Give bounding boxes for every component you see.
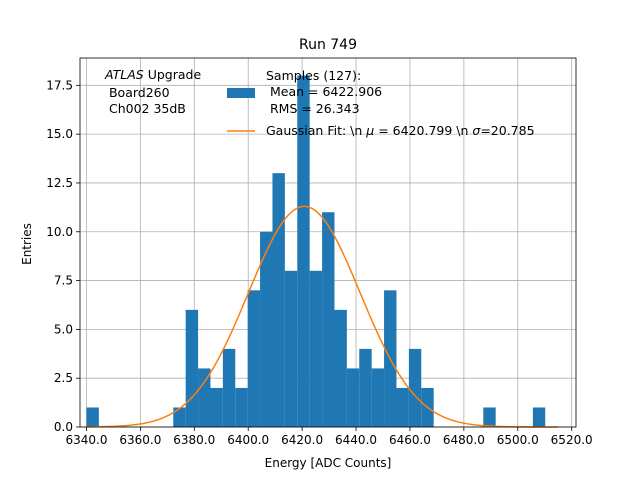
x-tick-label: 6360.0 [119,433,161,447]
y-tick-label: 7.5 [54,274,73,288]
histogram-bar [483,407,496,427]
histogram-bar [247,290,261,427]
histogram-bar [322,212,335,427]
legend-fit-sigma: σ [472,123,481,138]
plot-frame [79,57,577,428]
annotation-line-3: Ch002 35dB [105,101,186,116]
gaussian-fit-curve [86,205,558,428]
histogram-bar [334,309,347,427]
annotation-atlas: ATLAS [104,67,144,82]
histogram-bar [371,368,385,427]
y-tick-label: 15.0 [46,127,73,141]
legend-fit-mu: μ [365,123,374,138]
annotation-line-2: Board260 [105,85,170,100]
legend-fit-mid: = 6420.799 \n [374,123,472,138]
x-tick-label: 6420.0 [281,433,323,447]
legend-fit-label: Gaussian Fit: \n μ = 6420.799 \n σ=20.78… [266,123,535,138]
legend-fit-prefix: Gaussian Fit: \n [266,123,366,138]
histogram-bar [222,348,236,427]
annotation-upgrade: Upgrade [144,67,202,82]
legend: Samples (127): Mean = 6422.906 RMS = 26.… [227,68,535,138]
histogram-bar [408,348,422,427]
histogram-bar [532,407,546,427]
legend-samples-line-1: Samples (127): [266,68,361,83]
legend-samples-line-2: Mean = 6422.906 [266,84,382,99]
legend-samples-line-3: RMS = 26.343 [266,101,360,116]
histogram-bar [346,368,360,427]
histogram-bar [309,270,323,427]
histogram-bar [396,387,409,427]
histogram-bar [198,368,211,427]
x-tick-label: 6480.0 [443,433,485,447]
histogram-bar [260,231,273,427]
histogram-bar [359,348,372,427]
histogram-bar [297,75,310,428]
x-tick-label: 6440.0 [335,433,377,447]
chart-title: Run 749 [299,37,357,53]
x-tick-label: 6340.0 [65,433,107,447]
x-axis-label: Energy [ADC Counts] [265,456,392,470]
x-tick-label: 6380.0 [173,433,215,447]
y-tick-label: 12.5 [46,176,73,190]
x-tick-label: 6520.0 [551,433,593,447]
y-tick-label: 17.5 [46,78,73,92]
x-tick-label: 6500.0 [497,433,539,447]
x-tick-label: 6460.0 [389,433,431,447]
histogram-bar [86,407,99,427]
y-tick-label: 2.5 [54,371,73,385]
histogram-bar [272,173,285,427]
axis-ticks: 6340.0 6360.0 6380.0 6400.0 6420.0 6440.0 6460… [46,78,592,447]
y-tick-label: 10.0 [46,225,73,239]
x-tick-label: 6400.0 [227,433,269,447]
y-axis-label: Entries [20,223,34,265]
histogram-bar [210,387,223,427]
histogram-bar [284,270,298,427]
histogram-bar [173,407,186,427]
annotation-line-1: ATLAS Upgrade [104,67,201,82]
histogram-bar [185,309,199,427]
histogram-bar [235,387,248,427]
atlas-annotation: ATLAS Upgrade Board260 Ch002 35dB [104,67,201,116]
y-tick-label: 0.0 [54,420,73,434]
histogram-bars [86,75,546,428]
legend-fit-suffix: =20.785 [480,123,534,138]
y-tick-label: 5.0 [54,322,73,336]
legend-histogram-swatch [227,88,255,98]
